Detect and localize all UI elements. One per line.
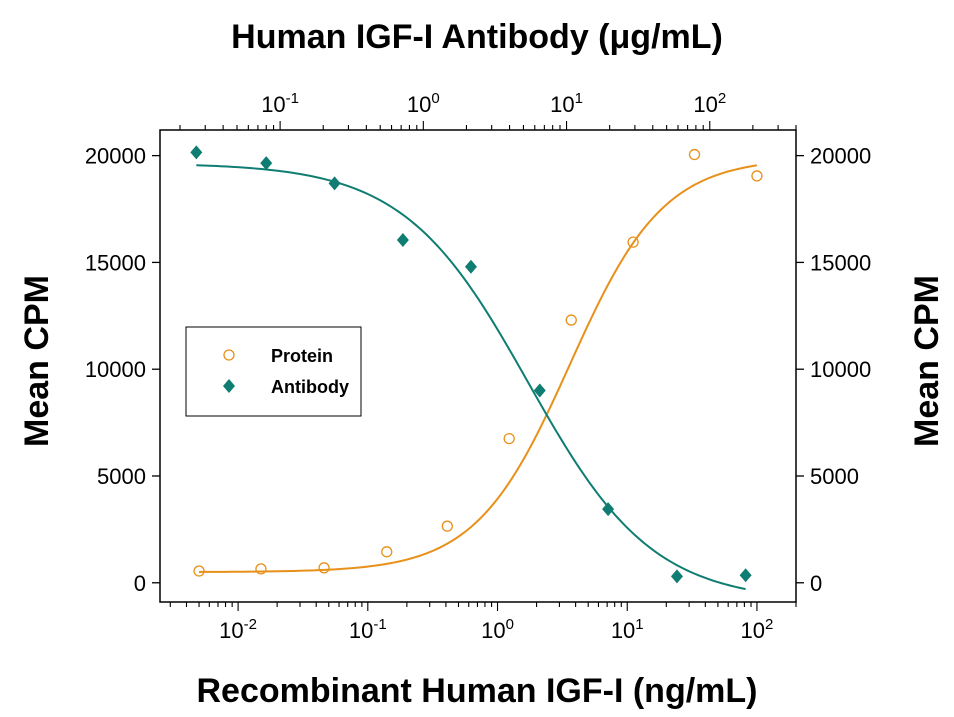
x-tick-label-top-exponent: 0 — [431, 90, 439, 107]
x-tick-label-top-base: 10 — [407, 92, 431, 117]
x-tick-label-top-exponent: -1 — [286, 90, 299, 107]
x-tick-label-top-base: 10 — [693, 92, 717, 117]
x-tick-label-bottom: 101 — [611, 616, 644, 643]
y-tick-label-left: 20000 — [85, 144, 146, 169]
x-tick-label-top-exponent: 2 — [718, 90, 726, 107]
protein-point — [751, 170, 763, 182]
protein-point — [441, 520, 453, 532]
top-axis-title: Human IGF-I Antibody (μg/mL) — [231, 18, 723, 56]
legend-protein-marker — [223, 349, 235, 361]
x-tick-label-bottom-base: 10 — [741, 618, 765, 643]
legend-antibody-label: Antibody — [271, 377, 349, 397]
y-axis-title-right: Mean CPM — [908, 275, 946, 447]
antibody-point — [602, 502, 615, 517]
protein-point — [627, 236, 639, 248]
y-tick-label-right: 15000 — [810, 250, 871, 275]
y-tick-label-right: 10000 — [810, 357, 871, 382]
protein-point — [318, 562, 330, 574]
x-tick-label-top-base: 10 — [550, 92, 574, 117]
legend: Protein Antibody — [185, 326, 362, 417]
x-tick-label-bottom-exponent: -2 — [244, 616, 257, 633]
x-tick-label-bottom: 100 — [481, 616, 514, 643]
plot-area — [159, 129, 797, 603]
antibody-point — [670, 569, 683, 584]
antibody-point — [396, 232, 409, 247]
protein-point — [193, 565, 205, 577]
x-tick-label-bottom: 10-2 — [219, 616, 257, 643]
x-tick-label-top-exponent: 1 — [575, 90, 583, 107]
fit-curve-antibody — [196, 164, 746, 591]
antibody-point — [190, 145, 203, 160]
antibody-point — [464, 259, 477, 274]
x-axis-title: Recombinant Human IGF-I (ng/mL) — [197, 672, 758, 710]
x-tick-label-bottom-exponent: 2 — [765, 616, 773, 633]
fit-curves — [196, 164, 758, 591]
legend-box — [185, 326, 362, 417]
x-tick-label-bottom-base: 10 — [481, 618, 505, 643]
x-tick-label-bottom: 102 — [741, 616, 774, 643]
x-tick-label-top: 100 — [407, 90, 440, 117]
fit-curve-protein — [199, 164, 758, 573]
protein-point — [503, 432, 515, 445]
y-tick-label-left: 0 — [134, 571, 146, 596]
y-axis-title-left: Mean CPM — [18, 275, 56, 447]
y-tick-label-right: 0 — [810, 571, 822, 596]
x-tick-label-bottom: 10-1 — [349, 616, 387, 643]
x-tick-label-bottom-base: 10 — [611, 618, 635, 643]
protein-point — [688, 148, 701, 161]
x-tick-label-bottom-exponent: 1 — [635, 616, 643, 633]
antibody-point — [328, 176, 341, 191]
x-tick-label-bottom-base: 10 — [349, 618, 373, 643]
y-tick-label-right: 5000 — [810, 464, 859, 489]
antibody-point — [533, 383, 546, 398]
antibody-point — [260, 156, 273, 171]
data-markers — [190, 145, 763, 584]
x-tick-label-bottom-exponent: -1 — [373, 616, 386, 633]
y-axis-right: 0 5000 10000 15000 20000 — [796, 144, 871, 596]
x-tick-label-bottom-exponent: 0 — [506, 616, 514, 633]
x-tick-label-bottom-base: 10 — [219, 618, 243, 643]
y-tick-label-left: 10000 — [85, 357, 146, 382]
x-axis-top: 10-1 100 101 102 — [179, 90, 797, 130]
y-axis-left: 0 5000 10000 15000 20000 — [85, 144, 160, 596]
protein-point — [565, 314, 577, 326]
y-tick-label-left: 5000 — [97, 464, 146, 489]
legend-antibody-marker — [223, 379, 235, 393]
protein-point — [381, 546, 393, 558]
antibody-point — [739, 568, 752, 583]
x-tick-label-top: 102 — [693, 90, 726, 117]
protein-point — [255, 563, 267, 575]
x-axis-bottom: 10-2 10-1 100 101 102 — [169, 602, 797, 643]
legend-protein-label: Protein — [271, 346, 333, 366]
x-tick-label-top: 101 — [550, 90, 583, 117]
y-tick-label-right: 20000 — [810, 144, 871, 169]
y-tick-label-left: 15000 — [85, 250, 146, 275]
x-tick-label-top: 10-1 — [261, 90, 299, 117]
x-tick-label-top-base: 10 — [261, 92, 285, 117]
